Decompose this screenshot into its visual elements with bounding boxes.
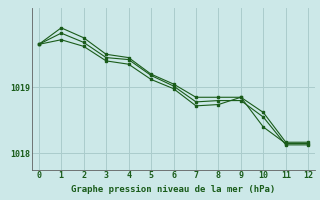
X-axis label: Graphe pression niveau de la mer (hPa): Graphe pression niveau de la mer (hPa) (71, 185, 276, 194)
